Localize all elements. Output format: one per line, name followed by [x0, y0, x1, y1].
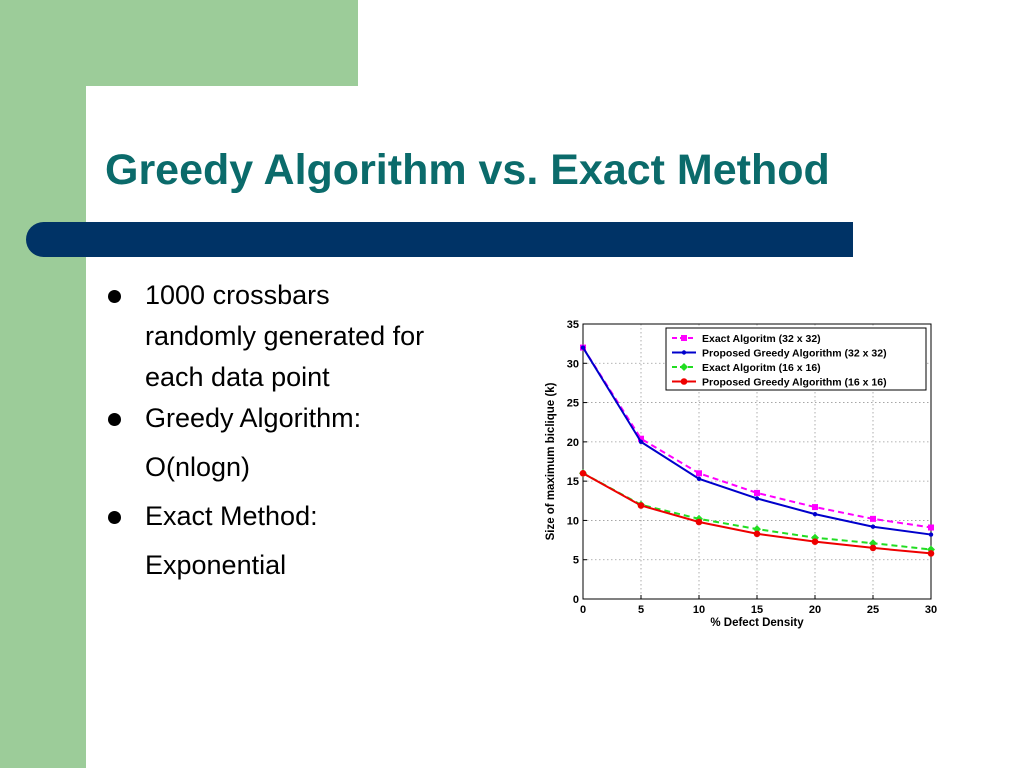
bullet-dot	[108, 413, 121, 426]
slide-title: Greedy Algorithm vs. Exact Method	[105, 146, 830, 194]
x-tick-label: 15	[751, 604, 763, 616]
data-point	[638, 439, 644, 445]
data-point	[811, 538, 819, 545]
data-point	[754, 489, 760, 496]
data-point	[579, 469, 587, 477]
bullet-text: 1000 crossbars	[145, 280, 330, 310]
background-green-left	[0, 0, 86, 768]
x-axis-label: % Defect Density	[710, 617, 804, 629]
data-point	[695, 518, 703, 526]
data-point	[811, 533, 819, 542]
x-tick-label: 0	[580, 604, 586, 616]
bullet-dot	[108, 290, 121, 303]
data-point	[754, 496, 760, 501]
data-point	[928, 524, 934, 531]
legend-label: Exact Algoritm (16 x 16)	[702, 362, 821, 374]
bullet-item: Exact Method:	[108, 496, 528, 537]
bullet-text-continued: randomly generated for	[145, 321, 425, 351]
legend-label: Proposed Greedy Algorithm (16 x 16)	[702, 377, 887, 389]
y-tick-label: 10	[567, 515, 579, 527]
x-tick-label: 10	[693, 604, 705, 616]
legend-label: Exact Algoritm (32 x 32)	[702, 333, 821, 345]
y-tick-label: 20	[567, 437, 579, 449]
x-tick-label: 5	[638, 604, 644, 616]
data-point	[681, 335, 687, 341]
data-point	[870, 524, 876, 529]
data-point	[580, 345, 586, 350]
bullet-dot	[108, 511, 121, 524]
y-tick-label: 35	[567, 319, 579, 331]
bullet-text: Exact Method:	[145, 501, 318, 531]
y-axis-label: Size of maximum biclique (k)	[545, 382, 557, 540]
legend-label: Proposed Greedy Algorithm (32 x 32)	[702, 348, 887, 360]
bullet-text-continued: O(nlogn)	[145, 452, 251, 482]
data-point	[680, 378, 688, 385]
defect-density-chart: 0 5 10 15 20 25 30 0 5 10 15 20 25 30 35 % Defect Densi…	[545, 319, 937, 629]
x-tick-label: 30	[925, 604, 937, 616]
bullet-text-continued: Exponential	[145, 550, 287, 580]
data-point	[869, 544, 877, 552]
y-tick-label: 30	[567, 358, 579, 370]
data-point	[928, 532, 934, 537]
bullet-text-continued: each data point	[145, 362, 330, 392]
data-point	[637, 502, 645, 509]
legend-box	[665, 327, 927, 391]
bullet-list: 1000 crossbars randomly generated for ea…	[108, 275, 528, 586]
title-divider-bar	[26, 222, 853, 257]
data-point	[812, 511, 818, 517]
data-point	[696, 476, 702, 481]
data-point	[680, 363, 688, 371]
data-point	[681, 350, 687, 355]
data-point	[696, 470, 702, 477]
y-tick-label: 15	[567, 476, 579, 488]
data-point	[927, 550, 935, 557]
data-point	[812, 504, 818, 511]
y-tick-label: 25	[567, 398, 579, 410]
bullet-item: 1000 crossbars	[108, 275, 528, 316]
bullet-text: Greedy Algorithm:	[145, 403, 362, 433]
data-point	[869, 539, 877, 548]
data-point	[638, 435, 644, 442]
y-tick-label: 5	[573, 555, 579, 567]
x-tick-label: 20	[809, 604, 821, 616]
data-point	[753, 530, 761, 538]
data-point	[753, 525, 761, 534]
data-point	[870, 515, 876, 522]
background-green-top	[86, 0, 358, 86]
bullet-item: Greedy Algorithm:	[108, 398, 528, 439]
x-tick-label: 25	[867, 604, 879, 616]
y-tick-label: 0	[573, 594, 579, 606]
